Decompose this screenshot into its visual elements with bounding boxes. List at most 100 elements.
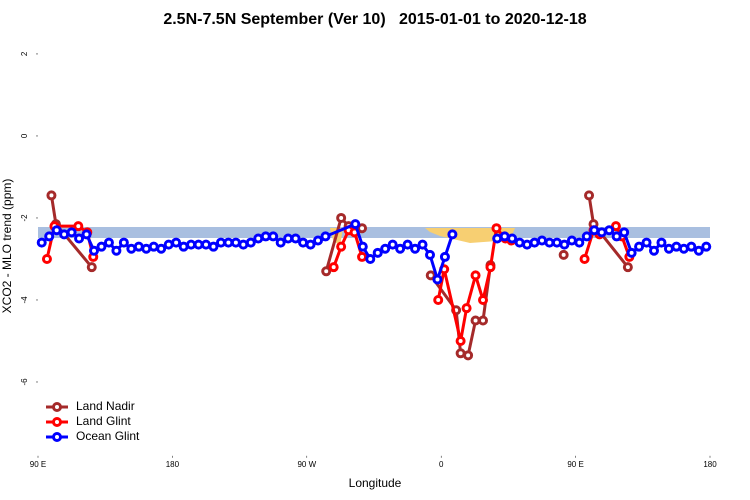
point [478, 315, 489, 326]
legend-marker [52, 432, 62, 442]
point [193, 239, 204, 250]
point [372, 247, 383, 258]
point [491, 223, 502, 234]
point [298, 237, 309, 248]
x-tick-label: 90 E [567, 460, 583, 469]
point [103, 237, 114, 248]
point [320, 231, 331, 242]
point [492, 233, 503, 244]
point [171, 237, 182, 248]
point [656, 237, 667, 248]
point [478, 294, 489, 305]
legend-label: Ocean Glint [76, 429, 140, 443]
plot-area: 90 E 180 90 W 0 90 E 180 -6 -4 -2 0 2 Land NadirLan… [20, 51, 717, 469]
point [321, 266, 332, 277]
point [208, 241, 219, 252]
point [336, 212, 347, 223]
point [410, 243, 421, 254]
point [522, 239, 533, 250]
point [81, 229, 92, 240]
point [463, 350, 474, 361]
point [357, 241, 368, 252]
point [51, 225, 62, 236]
legend-label: Land Nadir [76, 399, 135, 413]
point [357, 223, 368, 234]
point [584, 190, 595, 201]
point [156, 243, 167, 254]
legend-marker [52, 417, 62, 427]
point [671, 241, 682, 252]
point [551, 237, 562, 248]
point [36, 237, 47, 248]
point [425, 270, 436, 281]
point [46, 190, 57, 201]
point [544, 237, 555, 248]
point [470, 270, 481, 281]
point [66, 227, 77, 238]
point [336, 241, 347, 252]
point [649, 245, 659, 256]
y-axis-title: XCO2 - MLO trend (ppm) [0, 179, 14, 314]
point [275, 237, 286, 248]
point [268, 231, 279, 242]
point [380, 243, 391, 254]
point [111, 245, 122, 256]
point [686, 241, 697, 252]
point [387, 239, 398, 250]
point [253, 233, 264, 244]
y-tick-label: 2 [20, 51, 29, 56]
point [439, 251, 450, 262]
chart-title: 2.5N-7.5N September (Ver 10) 2015-01-01 … [163, 11, 586, 28]
x-axis-title: Longitude [349, 476, 402, 490]
point [663, 243, 674, 254]
point [579, 253, 590, 264]
point [96, 241, 107, 252]
point [260, 231, 271, 242]
point [641, 237, 652, 248]
point [558, 249, 569, 260]
y-tick-label: -6 [20, 378, 29, 386]
point [574, 237, 585, 248]
point [461, 303, 472, 314]
point [626, 247, 637, 258]
point [148, 241, 159, 252]
point [350, 219, 361, 230]
point [223, 237, 234, 248]
point [328, 262, 339, 273]
point [230, 237, 241, 248]
point [59, 229, 70, 240]
x-tick-label: 90 E [30, 460, 46, 469]
point [634, 241, 645, 252]
point [74, 233, 85, 244]
point [507, 233, 518, 244]
point [693, 245, 704, 256]
point [238, 239, 249, 250]
point [455, 335, 466, 346]
y-tick-label: -2 [20, 214, 29, 222]
point [395, 243, 406, 254]
point [499, 231, 510, 242]
point [433, 294, 444, 305]
point [589, 225, 600, 236]
point [596, 227, 607, 238]
reference-band [38, 227, 710, 238]
point [44, 231, 55, 242]
point [365, 253, 376, 264]
point [41, 253, 52, 264]
x-tick-label: 0 [439, 460, 444, 469]
point [701, 241, 712, 252]
point [178, 241, 189, 252]
x-tick-label: 180 [703, 460, 717, 469]
point [537, 235, 547, 246]
point [163, 239, 174, 250]
point [86, 262, 97, 273]
point [447, 229, 458, 240]
point [678, 243, 689, 254]
point [432, 274, 443, 285]
point [73, 221, 84, 232]
point [611, 231, 622, 242]
x-tick-label: 180 [166, 460, 180, 469]
point [141, 243, 152, 254]
point [417, 239, 428, 250]
